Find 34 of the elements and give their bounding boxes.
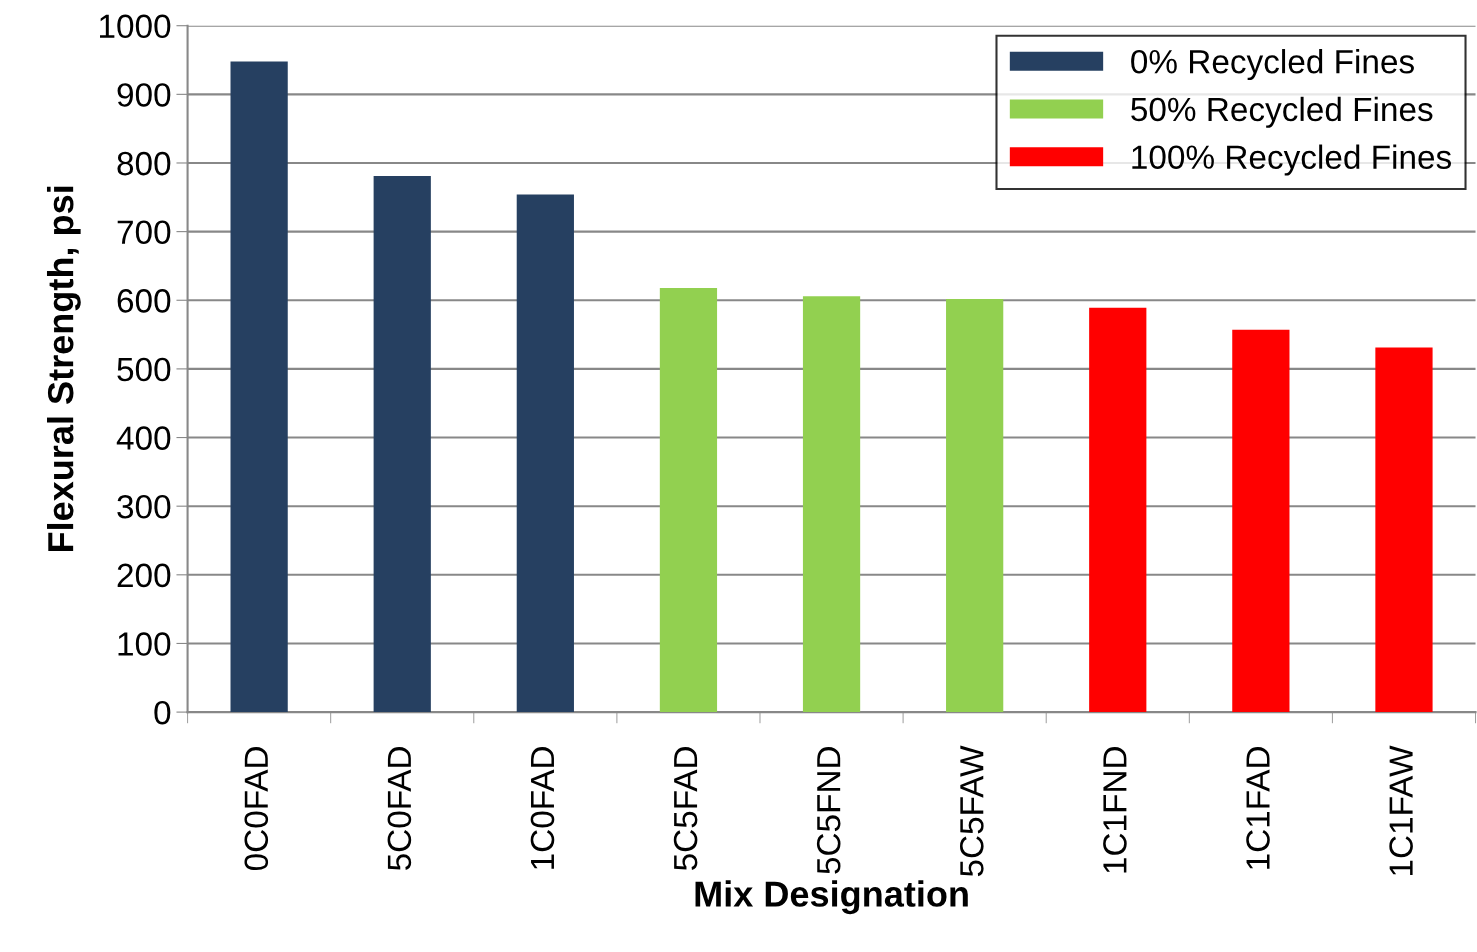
legend-label: 50% Recycled Fines — [1131, 96, 1433, 128]
y-tick-label: 400 — [116, 426, 171, 450]
x-tick-label: 1C1FAD — [1246, 747, 1270, 869]
bar — [659, 287, 718, 713]
bar — [230, 61, 288, 713]
y-tick-label: 0 — [154, 700, 171, 725]
x-tick-label: 5C0FAD — [387, 747, 412, 871]
bar — [1089, 307, 1147, 713]
y-tick-label: 100 — [118, 632, 171, 656]
y-tick-label: 200 — [117, 563, 171, 588]
legend-label: 0% Recycled Fines — [1131, 49, 1414, 81]
y-axis-title: Flexural Strength, psi — [46, 186, 81, 552]
x-tick-label: 5C5FAD — [673, 747, 698, 871]
x-tick-label: 5C5FND — [816, 747, 841, 874]
bar — [802, 296, 861, 713]
x-tick-label: 0C0FAD — [244, 747, 269, 871]
x-tick-label: 5C5FAW — [960, 745, 984, 877]
y-tick-label: 900 — [117, 83, 171, 107]
bar — [1375, 347, 1433, 713]
bar — [946, 298, 1004, 713]
bar — [1232, 329, 1290, 713]
x-axis-title: Mix Designation — [695, 880, 968, 915]
x-tick-label: 1C1FAW — [1389, 745, 1413, 876]
y-tick-label: 800 — [117, 151, 171, 176]
y-tick-label: 500 — [117, 357, 171, 382]
x-tick-label: 1C0FAD — [530, 747, 555, 869]
legend-label: 100% Recycled Fines — [1132, 144, 1451, 176]
y-tick-label: 700 — [117, 220, 171, 245]
bar — [516, 194, 574, 713]
y-tick-label: 1000 — [100, 14, 171, 39]
x-tick-label: 1C1FND — [1103, 747, 1127, 873]
bar — [373, 176, 431, 713]
y-tick-label: 600 — [117, 289, 171, 313]
y-tick-label: 300 — [117, 494, 171, 519]
